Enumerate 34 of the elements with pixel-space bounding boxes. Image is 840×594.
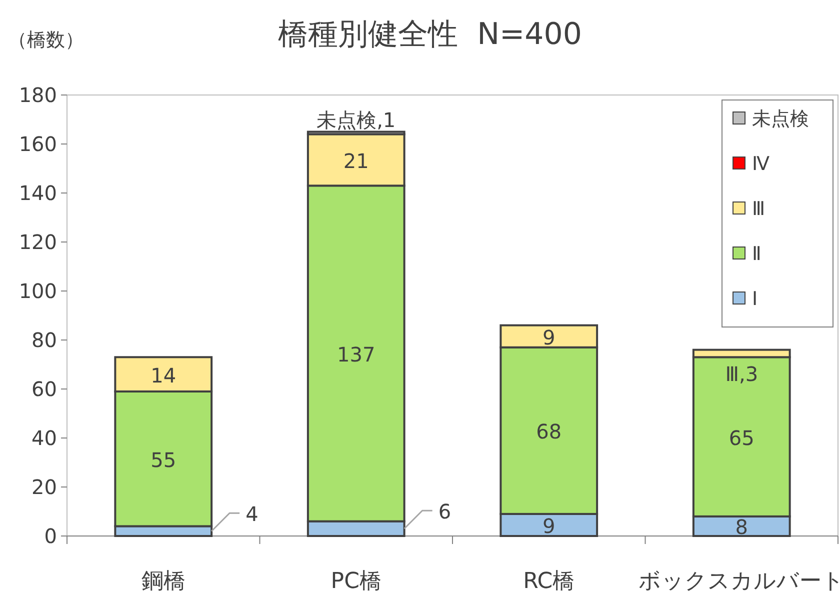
y-tick-label: 100 — [18, 279, 57, 303]
y-tick-label: 140 — [18, 181, 57, 205]
x-tick-label: ボックスカルバート — [638, 569, 840, 594]
data-label: 9 — [542, 514, 556, 538]
data-label: Ⅲ,3 — [725, 362, 758, 386]
legend-label: Ⅱ — [752, 243, 762, 265]
data-label: 8 — [735, 515, 748, 540]
data-label: 未点検,1 — [316, 108, 396, 132]
data-label: 4 — [246, 502, 258, 526]
data-label: 21 — [343, 148, 369, 173]
legend-label: Ⅰ — [752, 288, 758, 310]
data-label: 9 — [542, 325, 556, 350]
data-label: 6 — [438, 500, 452, 524]
legend-label: Ⅲ — [752, 198, 766, 220]
y-tick-label: 80 — [32, 328, 57, 352]
data-label: 14 — [150, 363, 176, 388]
y-tick-label: 180 — [18, 83, 57, 107]
data-label: 68 — [536, 420, 562, 444]
x-tick-label: PC橋 — [330, 569, 382, 594]
y-tick-label: 120 — [18, 230, 57, 254]
x-tick-label: RC橋 — [523, 569, 575, 594]
x-tick-label: 鋼橋 — [141, 569, 186, 594]
y-tick-label: 20 — [32, 475, 57, 499]
y-tick-label: 0 — [44, 524, 57, 548]
data-label: 55 — [150, 448, 176, 472]
y-tick-label: 160 — [18, 132, 57, 156]
y-tick-label: 40 — [32, 426, 57, 450]
y-tick-label: 60 — [32, 377, 57, 401]
legend-label: Ⅳ — [752, 153, 770, 175]
data-label: 137 — [337, 342, 376, 366]
chart-title: 橋種別健全性 N=400 — [278, 17, 582, 52]
data-label: 65 — [728, 426, 754, 450]
legend-label: 未点検 — [752, 108, 809, 130]
y-axis-title: （橋数） — [8, 29, 84, 51]
